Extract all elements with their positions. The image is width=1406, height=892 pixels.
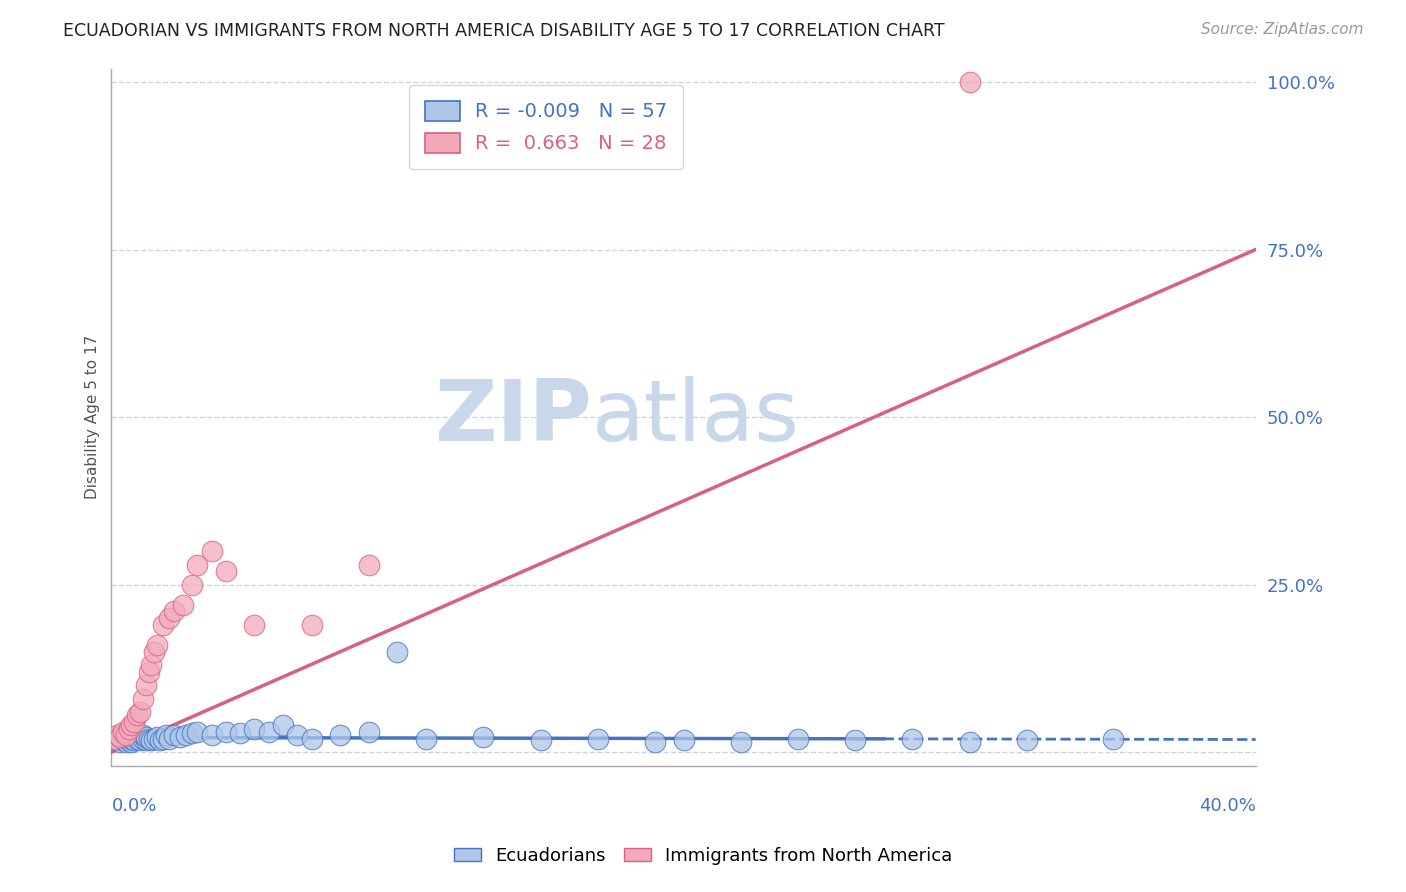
Point (105, 733, 128, 747)
Point (787, 731, 810, 746)
Point (141, 658, 163, 673)
Point (127, 731, 149, 746)
Point (124, 715, 146, 730)
Point (180, 726, 202, 740)
Point (257, 725, 280, 739)
Point (120, 718, 142, 732)
Point (672, 733, 695, 747)
Point (172, 598, 194, 612)
Point (138, 665, 160, 679)
Point (169, 731, 191, 745)
Point (143, 645, 166, 659)
Text: Source: ZipAtlas.com: Source: ZipAtlas.com (1201, 22, 1364, 37)
Point (157, 731, 180, 746)
Point (127, 708, 149, 723)
Point (186, 725, 208, 739)
Point (146, 731, 169, 745)
Point (730, 735, 752, 749)
Point (163, 729, 186, 743)
Point (387, 645, 409, 659)
Point (129, 733, 152, 747)
Point (174, 729, 197, 743)
Point (135, 733, 157, 747)
Point (229, 726, 252, 740)
Point (357, 558, 380, 572)
Point (105, 729, 128, 743)
Point (132, 731, 155, 746)
Point (108, 731, 131, 745)
Point (135, 678, 157, 692)
Point (111, 731, 134, 745)
Point (243, 618, 266, 632)
Point (114, 731, 136, 746)
Point (186, 558, 208, 572)
Point (143, 731, 166, 746)
Point (180, 577, 202, 591)
Point (163, 605, 186, 619)
Point (357, 725, 380, 739)
Point (152, 731, 174, 746)
Point (103, 731, 125, 746)
Point (141, 733, 163, 747)
Point (108, 735, 131, 749)
Legend: R = -0.009   N = 57, R =  0.663   N = 28: R = -0.009 N = 57, R = 0.663 N = 28 (409, 86, 683, 169)
Point (415, 731, 437, 746)
Point (120, 731, 142, 746)
Point (103, 731, 125, 746)
Point (472, 731, 495, 745)
Point (124, 729, 146, 743)
Y-axis label: Disability Age 5 to 17: Disability Age 5 to 17 (86, 335, 100, 500)
Point (844, 733, 866, 747)
Point (132, 729, 155, 743)
Legend: Ecuadorians, Immigrants from North America: Ecuadorians, Immigrants from North Ameri… (446, 840, 960, 872)
Point (1015, 733, 1038, 747)
Point (200, 544, 222, 558)
Point (111, 725, 134, 739)
Point (111, 733, 134, 747)
Point (1101, 731, 1123, 746)
Point (117, 733, 139, 747)
Text: 0.0%: 0.0% (111, 797, 157, 815)
Point (155, 729, 177, 743)
Point (301, 618, 323, 632)
Point (243, 722, 266, 736)
Point (329, 729, 352, 743)
Point (120, 735, 142, 749)
Point (215, 564, 238, 578)
Point (132, 691, 155, 706)
Point (138, 731, 160, 746)
Text: 40.0%: 40.0% (1199, 797, 1256, 815)
Point (149, 733, 172, 747)
Point (135, 731, 157, 745)
Point (152, 618, 174, 632)
Point (285, 729, 308, 743)
Point (215, 725, 238, 739)
Point (129, 705, 152, 719)
Point (117, 722, 139, 736)
Point (200, 729, 222, 743)
Point (117, 731, 139, 745)
Point (644, 735, 666, 749)
Point (114, 729, 136, 743)
Point (271, 718, 294, 732)
Point (529, 733, 551, 747)
Point (586, 731, 609, 746)
Point (157, 611, 180, 625)
Point (959, 735, 981, 749)
Point (901, 731, 924, 746)
Point (959, 75, 981, 89)
Text: atlas: atlas (592, 376, 800, 458)
Point (146, 638, 169, 652)
Point (108, 729, 131, 743)
Point (301, 731, 323, 746)
Point (124, 733, 146, 747)
Text: ECUADORIAN VS IMMIGRANTS FROM NORTH AMERICA DISABILITY AGE 5 TO 17 CORRELATION C: ECUADORIAN VS IMMIGRANTS FROM NORTH AMER… (63, 22, 945, 40)
Point (114, 735, 136, 749)
Text: ZIP: ZIP (434, 376, 592, 458)
